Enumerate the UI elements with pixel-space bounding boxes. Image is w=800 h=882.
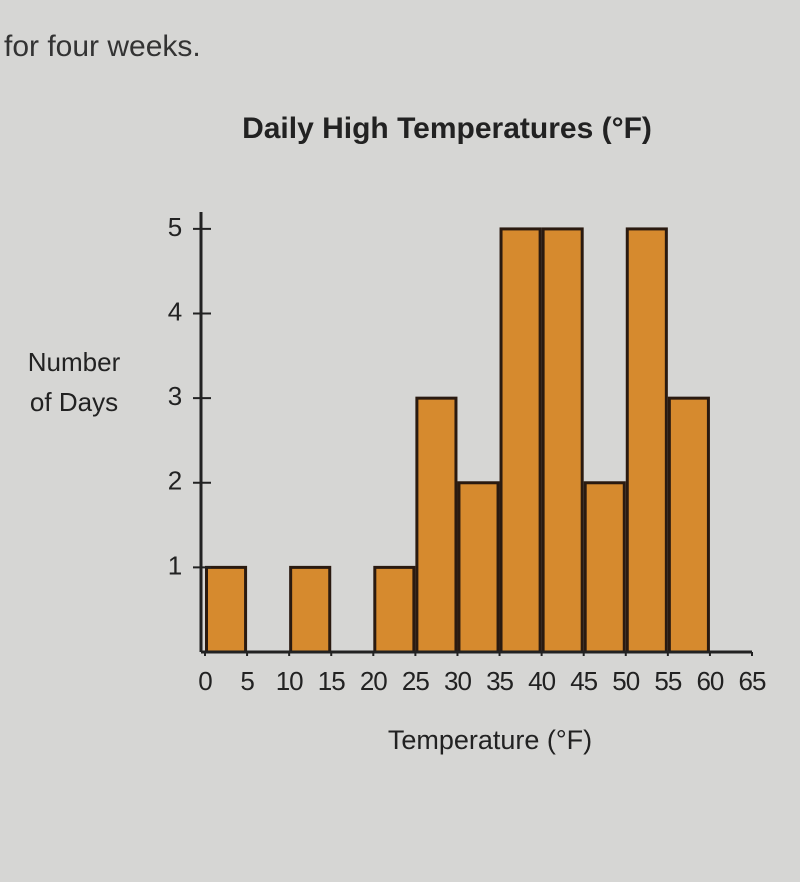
x-tick-label: 65 (739, 666, 766, 696)
bar (541, 227, 584, 654)
x-tick-label: 30 (444, 666, 471, 696)
bar (373, 565, 416, 654)
bar (415, 396, 458, 654)
x-tick-label: 50 (612, 666, 639, 696)
bar (667, 396, 710, 654)
x-tick-label: 45 (570, 666, 597, 696)
y-tick-label: 3 (168, 381, 182, 411)
bar (289, 565, 332, 654)
x-tick-label: 15 (318, 666, 345, 696)
bar (625, 227, 668, 654)
x-tick-label: 0 (198, 666, 212, 696)
y-tick-label: 4 (168, 296, 182, 326)
x-tick-label: 5 (240, 666, 254, 696)
bar (457, 481, 500, 654)
x-tick-label: 35 (486, 666, 513, 696)
bar (205, 565, 248, 654)
chart-title: Daily High Temperatures (°F) (242, 112, 652, 145)
y-tick-label: 1 (168, 550, 182, 580)
x-tick-label: 55 (654, 666, 681, 696)
x-tick-label: 60 (696, 666, 723, 696)
x-tick-label: 20 (360, 666, 387, 696)
x-tick-label: 25 (402, 666, 429, 696)
y-tick-label: 2 (168, 466, 182, 496)
y-tick-label: 5 (168, 212, 182, 242)
caption: for four weeks. (4, 30, 201, 63)
y-axis-label: Number of Days (27, 347, 121, 417)
bar (499, 227, 542, 654)
x-axis-label: Temperature (°F) (388, 725, 592, 755)
x-tick-label: 10 (276, 666, 303, 696)
bar (583, 481, 626, 654)
x-tick-label: 40 (528, 666, 555, 696)
